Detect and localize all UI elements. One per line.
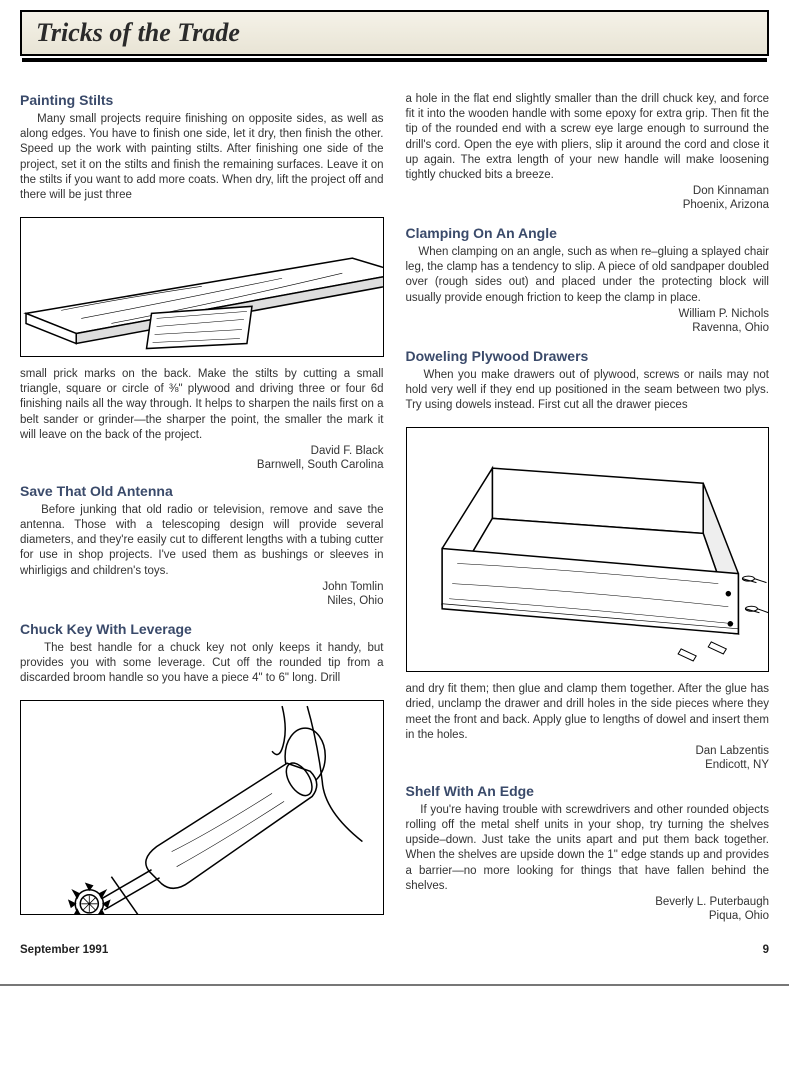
tip-location: Niles, Ohio — [20, 595, 384, 607]
section-header: Tricks of the Trade — [20, 10, 769, 56]
tip-location: Ravenna, Ohio — [406, 322, 770, 334]
tip-location: Barnwell, South Carolina — [20, 459, 384, 471]
tip-author: John Tomlin — [20, 581, 384, 593]
footer-page: 9 — [763, 944, 769, 956]
tip-body: a hole in the flat end slightly smaller … — [406, 92, 770, 183]
tip-author: David F. Black — [20, 445, 384, 457]
tip-text: Many small projects require finishing on… — [20, 113, 384, 201]
tip-chuck-key: Chuck Key With Leverage The best handle … — [20, 621, 384, 687]
tip-title: Clamping On An Angle — [406, 225, 770, 241]
tip-text: If you're having trouble with screwdrive… — [406, 804, 770, 892]
tip-body: The best handle for a chuck key not only… — [20, 641, 384, 687]
tip-body: If you're having trouble with screwdrive… — [406, 803, 770, 894]
tip-author: Beverly L. Puterbaugh — [406, 896, 770, 908]
section-title: Tricks of the Trade — [36, 18, 753, 48]
tip-title: Shelf With An Edge — [406, 783, 770, 799]
tip-body: Before junking that old radio or televis… — [20, 503, 384, 579]
tip-antenna: Save That Old Antenna Before junking tha… — [20, 483, 384, 607]
tip-location: Endicott, NY — [406, 759, 770, 771]
page-footer: September 1991 9 — [20, 944, 769, 956]
right-column: a hole in the flat end slightly smaller … — [406, 92, 770, 936]
tip-author: Dan Labzentis — [406, 745, 770, 757]
tip-text: When you make drawers out of plywood, sc… — [406, 369, 770, 411]
tip-body: Many small projects require finishing on… — [20, 112, 384, 203]
tip-doweling-drawers: Doweling Plywood Drawers When you make d… — [406, 348, 770, 414]
tip-continuation: small prick marks on the back. Make the … — [20, 367, 384, 443]
tip-title: Save That Old Antenna — [20, 483, 384, 499]
tip-body: When clamping on an angle, such as when … — [406, 245, 770, 306]
tip-author: Don Kinnaman — [406, 185, 770, 197]
bottom-rule — [0, 984, 789, 986]
left-column: Painting Stilts Many small projects requ… — [20, 92, 384, 936]
figure-chuck-key — [20, 700, 384, 915]
footer-date: September 1991 — [20, 944, 108, 956]
tip-body: When you make drawers out of plywood, sc… — [406, 368, 770, 414]
tip-painting-stilts: Painting Stilts Many small projects requ… — [20, 92, 384, 203]
tip-clamping-angle: Clamping On An Angle When clamping on an… — [406, 225, 770, 334]
figure-stilts — [20, 217, 384, 357]
tip-text: Before junking that old radio or televis… — [20, 504, 384, 577]
figure-drawer — [406, 427, 770, 672]
tip-text: When clamping on an angle, such as when … — [406, 246, 770, 304]
tip-title: Doweling Plywood Drawers — [406, 348, 770, 364]
tip-continuation: and dry fit them; then glue and clamp th… — [406, 682, 770, 743]
tip-author: William P. Nichols — [406, 308, 770, 320]
tip-text: The best handle for a chuck key not only… — [20, 642, 384, 684]
tip-location: Phoenix, Arizona — [406, 199, 770, 211]
tip-title: Painting Stilts — [20, 92, 384, 108]
tip-location: Piqua, Ohio — [406, 910, 770, 922]
tip-title: Chuck Key With Leverage — [20, 621, 384, 637]
tip-shelf-edge: Shelf With An Edge If you're having trou… — [406, 783, 770, 922]
tip-chuck-key-cont: a hole in the flat end slightly smaller … — [406, 92, 770, 211]
